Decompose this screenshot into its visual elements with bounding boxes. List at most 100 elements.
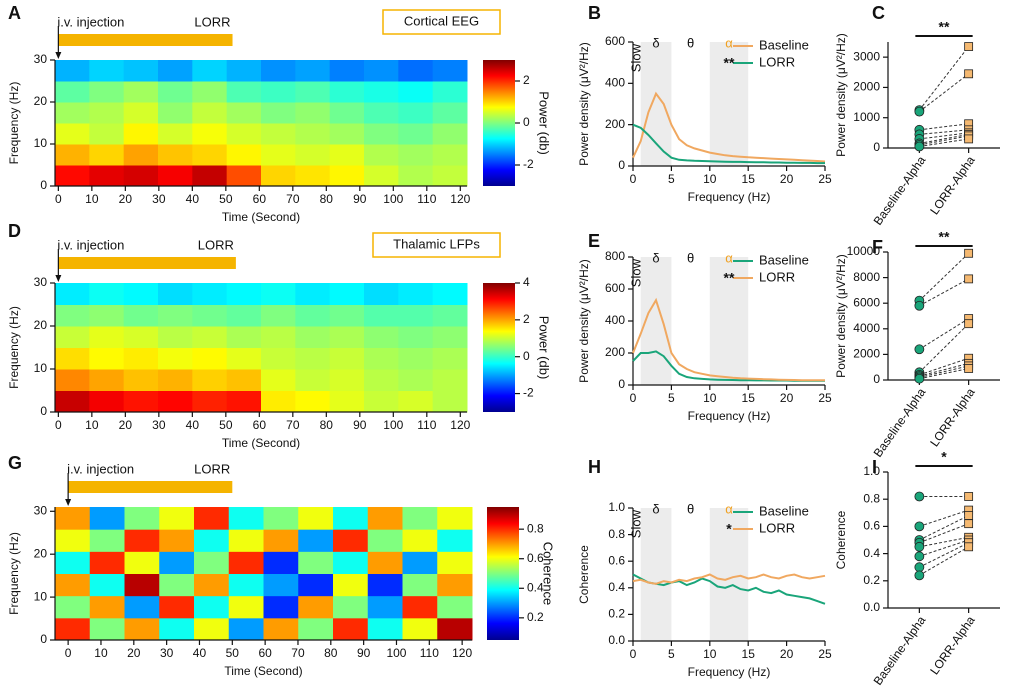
heatmap-cell xyxy=(329,165,365,187)
heatmap-cell xyxy=(295,304,331,327)
heatmap-cell xyxy=(194,617,230,641)
heatmap-cell xyxy=(333,529,369,552)
y-axis-label: Power density (μV²/Hz) xyxy=(577,42,591,166)
heatmap-cell xyxy=(123,326,159,348)
panel-letter: C xyxy=(872,3,885,23)
heatmap-cell xyxy=(158,165,193,187)
panel-letter: E xyxy=(588,231,600,251)
heatmap-cell xyxy=(192,60,228,82)
band-label: δ xyxy=(652,250,659,265)
heatmap-cell xyxy=(158,283,193,305)
heatmap-cell xyxy=(192,81,228,103)
heatmap-cell xyxy=(261,144,296,166)
heatmap-cell xyxy=(261,347,296,370)
heatmap-cell xyxy=(194,551,230,574)
y-tick-label: 20 xyxy=(34,318,48,332)
heatmap-cell xyxy=(263,573,299,597)
heatmap-cell xyxy=(55,60,90,82)
pair-line xyxy=(919,539,969,557)
dot xyxy=(914,570,925,581)
heatmap-cell xyxy=(432,326,468,348)
x-tick-label: 0 xyxy=(630,391,637,405)
heatmap-cell xyxy=(329,347,365,370)
heatmap-cell xyxy=(263,617,299,641)
heatmap-cell xyxy=(228,573,264,597)
heatmap-cell xyxy=(55,369,90,391)
heatmap-cell xyxy=(329,390,365,413)
heatmap-cell xyxy=(364,390,399,413)
heatmap-cell xyxy=(261,102,296,124)
heatmap-cell xyxy=(89,573,125,597)
x-tick-label: 10 xyxy=(703,391,717,405)
heatmap-cell xyxy=(402,551,438,574)
colorbar xyxy=(483,60,515,186)
heatmap-cell xyxy=(228,551,264,574)
panel-letter: D xyxy=(8,221,21,241)
x-tick-label: 100 xyxy=(386,646,406,660)
x-tick-label: 120 xyxy=(452,646,472,660)
heatmap-cell xyxy=(295,60,331,82)
band-label: δ xyxy=(652,35,659,50)
colorbar-label: Coherence xyxy=(541,542,556,606)
region-box xyxy=(372,232,501,258)
y-tick-label: 10000 xyxy=(847,244,881,258)
x-tick-label: 80 xyxy=(320,418,334,432)
y-axis-label: Frequency (Hz) xyxy=(7,532,21,615)
x-tick-label: Baseline-Alpha xyxy=(871,613,929,686)
dot xyxy=(914,551,925,562)
heatmap-cell xyxy=(364,369,399,391)
y-tick-label: 0.0 xyxy=(608,633,625,647)
heatmap-cell xyxy=(123,304,159,327)
heatmap-cell xyxy=(367,573,403,597)
x-tick-label: 80 xyxy=(320,192,334,206)
y-tick-label: 600 xyxy=(605,34,625,48)
y-axis-label: Frequency (Hz) xyxy=(7,306,21,389)
y-tick-label: 3000 xyxy=(853,49,880,63)
heatmap-cell xyxy=(226,81,262,103)
series-line xyxy=(632,123,825,165)
heatmap-cell xyxy=(124,507,160,530)
heatmap-cell xyxy=(55,573,91,597)
heatmap-cell xyxy=(158,102,193,124)
x-axis-label: Frequency (Hz) xyxy=(688,190,771,204)
x-axis-label: Frequency (Hz) xyxy=(688,665,771,679)
heatmap-cell xyxy=(295,102,331,124)
y-tick-label: 2000 xyxy=(853,80,880,94)
x-tick-label: 10 xyxy=(703,647,717,661)
heatmap-cell xyxy=(261,283,296,305)
heatmap-cell xyxy=(437,595,473,619)
region-label: Thalamic LFPs xyxy=(393,236,480,251)
y-tick-label: 8000 xyxy=(853,270,880,284)
x-tick-label: 30 xyxy=(152,418,166,432)
heatmap-cell xyxy=(124,617,160,641)
dot xyxy=(964,134,974,144)
heatmap-cell xyxy=(226,123,262,145)
heatmap-cell xyxy=(432,369,468,391)
y-tick-label: 0.8 xyxy=(608,527,625,541)
legend-label: LORR xyxy=(759,520,795,535)
dot xyxy=(914,562,925,573)
y-tick-label: 0.4 xyxy=(863,546,880,560)
band-label: Slow xyxy=(628,43,643,72)
pair-line xyxy=(919,365,969,378)
x-tick-label: 90 xyxy=(357,646,371,660)
band-label: Slow xyxy=(628,258,643,287)
heatmap-cell xyxy=(437,573,473,597)
heatmap-cell xyxy=(55,507,91,530)
heatmap-cell xyxy=(158,123,193,145)
heatmap-cell xyxy=(192,369,228,391)
heatmap-cell xyxy=(432,304,468,327)
heatmap-cell xyxy=(261,60,296,82)
x-tick-label: 60 xyxy=(253,192,267,206)
heatmap-cell xyxy=(295,144,331,166)
y-tick-label: 0 xyxy=(618,377,625,391)
heatmap-cell xyxy=(158,369,193,391)
band-shade xyxy=(709,508,749,641)
x-tick-label: 40 xyxy=(193,646,207,660)
injection-label: i.v. injection xyxy=(67,461,134,476)
dot xyxy=(914,344,925,355)
heatmap-cell xyxy=(398,144,434,166)
heatmap-cell xyxy=(159,573,195,597)
band-label: θ xyxy=(687,250,694,265)
heatmap-cell xyxy=(228,507,264,530)
